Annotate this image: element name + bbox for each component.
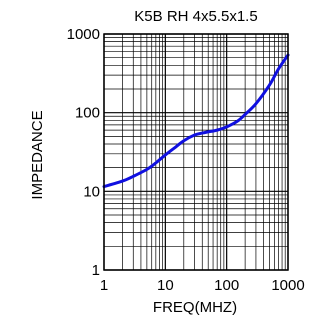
series-layer [102, 53, 290, 189]
y-tick-label: 100 [75, 105, 100, 122]
y-tick-label: 1000 [67, 26, 100, 43]
tick-labels: 1 10 100 1000 1 10 100 1000 [67, 26, 305, 294]
plot-frame [103, 33, 289, 271]
x-axis-label: FREQ(MHZ) [153, 299, 237, 316]
y-tick-label: 1 [92, 262, 100, 279]
chart-title: K5B RH 4x5.5x1.5 [134, 8, 257, 25]
x-tick-label: 1 [100, 277, 108, 294]
y-axis-label: IMPEDANCE [29, 110, 46, 199]
x-tick-label: 1000 [271, 277, 304, 294]
grid [103, 33, 289, 271]
x-tick-label: 10 [157, 277, 174, 294]
x-tick-label: 100 [214, 277, 239, 294]
y-tick-label: 10 [83, 183, 100, 200]
impedance-curve [102, 53, 290, 189]
